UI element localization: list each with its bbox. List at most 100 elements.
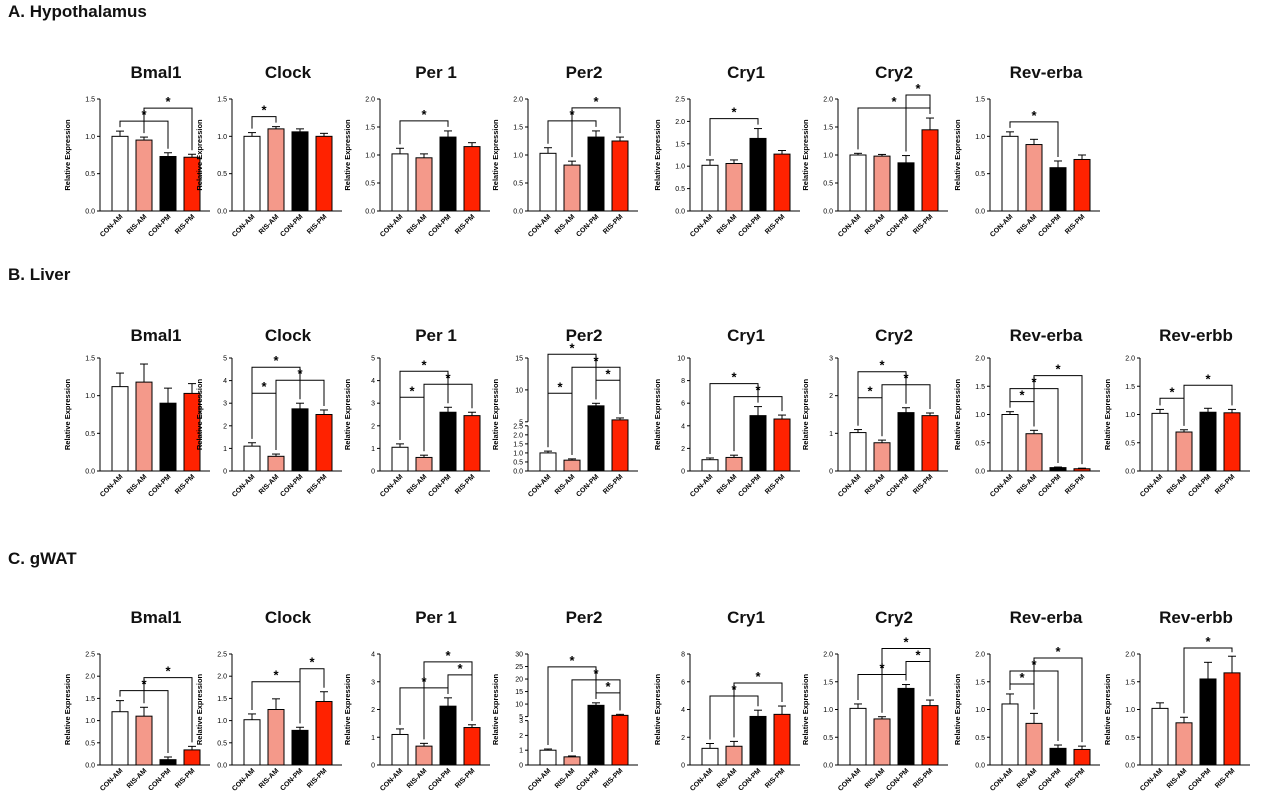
y-tick-label: 2.0 (513, 432, 523, 439)
y-tick-label: 0.0 (217, 763, 227, 770)
x-tick-label: CON-AM (99, 473, 124, 498)
bar-ris-am (873, 442, 891, 472)
bar-con-pm (587, 405, 605, 472)
y-tick-label: 0.0 (513, 209, 523, 216)
y-tick-label: 4 (371, 652, 375, 659)
x-tick-label: RIS-AM (1016, 213, 1039, 236)
significance-star: * (605, 366, 611, 381)
bar-con-pm (439, 411, 457, 472)
chart-title: Rev-erbb (1159, 326, 1233, 345)
bar-ris-am (1025, 433, 1043, 472)
y-tick-label: 2.0 (1125, 356, 1135, 363)
y-tick-label: 1.5 (1125, 679, 1135, 686)
y-tick-label: 1.5 (217, 97, 227, 104)
y-tick-label: 0 (223, 469, 227, 476)
x-tick-label: CON-PM (279, 213, 304, 238)
chart-title: Per2 (566, 63, 603, 82)
significance-star: * (1055, 644, 1061, 659)
x-tick-label: RIS-PM (764, 213, 786, 235)
bar-ris-pm (1073, 158, 1091, 212)
bar-con-am (1001, 135, 1019, 212)
bar-con-pm (749, 137, 767, 212)
y-tick-label: 3 (519, 718, 523, 725)
significance-star: * (891, 94, 897, 109)
bar-con-am (243, 135, 261, 212)
y-tick-label: 1 (519, 748, 523, 755)
significance-star: * (1205, 634, 1211, 649)
bar-ris-am (135, 139, 153, 212)
x-tick-label: RIS-AM (716, 213, 739, 236)
significance-star: * (409, 383, 415, 398)
y-tick-label: 1.0 (975, 134, 985, 141)
x-tick-label: CON-PM (1187, 473, 1212, 498)
x-tick-label: RIS-PM (306, 473, 328, 495)
bar-con-am (111, 711, 129, 766)
x-tick-label: RIS-PM (1214, 473, 1236, 495)
x-tick-label: CON-AM (1139, 767, 1164, 792)
y-tick-label: 0.5 (513, 181, 523, 188)
y-tick-label: 8 (681, 378, 685, 385)
chart-2-bmal1: 0.0 0.5 1.0 1.5 2.0 2.5 Relative Expression Bma… (63, 608, 210, 793)
x-tick-label: RIS-AM (864, 213, 887, 236)
significance-bracket (857, 107, 931, 150)
x-tick-label: RIS-AM (258, 213, 281, 236)
x-tick-label: CON-AM (689, 767, 714, 792)
y-axis-label: Relative Expression (195, 673, 204, 745)
x-tick-label: CON-PM (279, 767, 304, 792)
x-tick-label: RIS-AM (258, 473, 281, 496)
x-tick-label: CON-AM (527, 473, 552, 498)
x-tick-label: RIS-AM (716, 767, 739, 790)
bar-con-pm (291, 131, 309, 212)
x-tick-label: CON-AM (231, 213, 256, 238)
bar-con-am (539, 749, 557, 766)
y-tick-label: 10 (515, 387, 523, 394)
bar-con-pm (159, 402, 177, 472)
x-tick-label: RIS-AM (554, 767, 577, 790)
y-axis-label: Relative Expression (343, 119, 352, 191)
x-tick-label: CON-AM (379, 213, 404, 238)
y-tick-label: 2.0 (823, 652, 833, 659)
chart-title: Cry2 (875, 63, 913, 82)
y-tick-label: 1.5 (675, 141, 685, 148)
bar-ris-am (267, 709, 285, 766)
y-tick-label: 2.5 (217, 652, 227, 659)
x-tick-label: RIS-AM (554, 213, 577, 236)
section-title-hypothalamus: A. Hypothalamus (8, 2, 147, 21)
x-tick-label: CON-PM (575, 767, 600, 792)
y-axis-label: Relative Expression (801, 378, 810, 450)
y-tick-label: 5 (519, 419, 523, 426)
bar-con-am (391, 446, 409, 472)
y-tick-label: 1 (829, 431, 833, 438)
significance-bracket (905, 94, 931, 152)
chart-0-rev-erba: 0.0 0.5 1.0 1.5 Relative Expression Rev-erba C… (953, 63, 1100, 239)
significance-star: * (273, 668, 279, 683)
y-tick-label: 0.0 (513, 469, 523, 476)
x-tick-label: CON-PM (427, 213, 452, 238)
significance-bracket (1033, 657, 1083, 743)
x-tick-label: CON-PM (575, 473, 600, 498)
bar-ris-am (725, 456, 743, 472)
significance-bracket (709, 118, 759, 156)
x-tick-label: RIS-PM (602, 473, 624, 495)
y-tick-label: 0.5 (217, 740, 227, 747)
x-tick-label: CON-AM (689, 473, 714, 498)
x-tick-label: CON-AM (379, 767, 404, 792)
chart-0-per2: 0.0 0.5 1.0 1.5 2.0 Relative Expression Per2 CO… (491, 63, 638, 239)
y-tick-label: 4 (681, 707, 685, 714)
significance-star: * (915, 648, 921, 663)
y-tick-label: 2.0 (85, 674, 95, 681)
x-tick-label: CON-PM (147, 213, 172, 238)
chart-title: Clock (265, 326, 312, 345)
y-tick-label: 0 (519, 763, 523, 770)
x-tick-label: RIS-AM (126, 473, 149, 496)
y-tick-label: 2.0 (975, 652, 985, 659)
chart-0-cry1: 0.0 0.5 1.0 1.5 2.0 2.5 Relative Expression Cry… (653, 63, 800, 239)
x-tick-label: RIS-AM (406, 473, 429, 496)
y-tick-label: 0.5 (975, 735, 985, 742)
y-tick-label: 1.5 (513, 441, 523, 448)
y-tick-label: 0 (681, 469, 685, 476)
bar-ris-am (1025, 144, 1043, 212)
significance-bracket (251, 116, 277, 129)
y-tick-label: 0 (829, 469, 833, 476)
y-tick-label: 3 (371, 401, 375, 408)
